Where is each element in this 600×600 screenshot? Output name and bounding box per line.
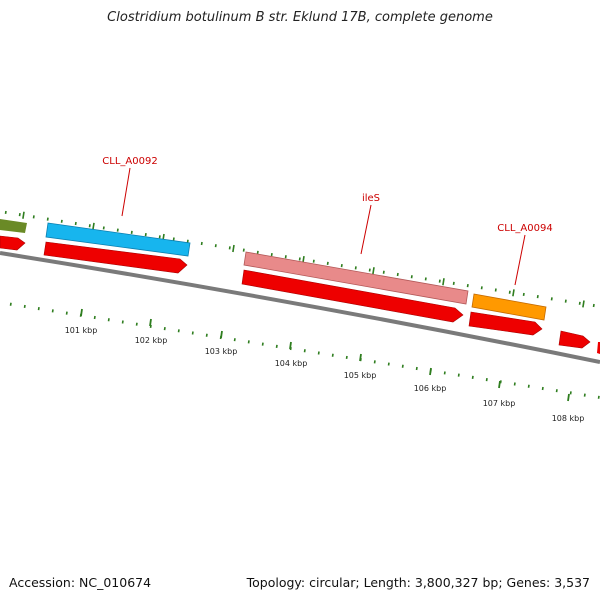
feature-cyan-CLL_A0092[interactable] (45, 222, 191, 257)
gene-red-2[interactable] (43, 241, 188, 274)
gene-label[interactable]: ileS (362, 193, 380, 204)
genome-summary-text: Topology: circular; Length: 3,800,327 bp… (246, 575, 590, 590)
gene-label-ileS-group: ileS (360, 193, 380, 255)
map-title: Clostridium botulinum B str. Eklund 17B,… (107, 10, 493, 25)
ruler-label: 102 kbp (135, 336, 168, 345)
ruler-label: 108 kbp (552, 414, 585, 423)
feature-track (0, 219, 600, 354)
gene-red-5[interactable] (558, 330, 591, 349)
major-tick (232, 244, 235, 253)
major-tick (582, 300, 585, 308)
callout-line (360, 204, 372, 255)
genome-backbone (0, 251, 600, 364)
ruler-major-tick (149, 318, 152, 327)
ruler-major-tick (429, 367, 432, 376)
gene-red-1[interactable] (0, 235, 26, 251)
major-tick (372, 267, 375, 275)
outer-minor-ticks (4, 210, 595, 308)
gene-label[interactable]: CLL_A0092 (102, 156, 157, 167)
accession-text: Accession: NC_010674 (9, 575, 152, 590)
gene-label[interactable]: CLL_A0094 (497, 223, 552, 234)
ruler-major-tick (567, 393, 570, 402)
gene-red-4[interactable] (468, 311, 543, 336)
feature-pink-ileS[interactable] (243, 251, 469, 305)
ruler-label: 101 kbp (65, 326, 98, 335)
ruler-label: 107 kbp (483, 399, 516, 408)
ruler-major-tick (80, 308, 83, 317)
ruler-label: 105 kbp (344, 371, 377, 380)
callout-line (514, 234, 526, 286)
major-tick (512, 289, 515, 297)
ruler-labels: 101 kbp 102 kbp 103 kbp 104 kbp 105 kbp 106 k… (65, 326, 585, 423)
ruler-label: 106 kbp (414, 384, 447, 393)
ruler-major-tick (498, 380, 501, 389)
ruler-major-tick (289, 341, 292, 350)
ruler-label: 103 kbp (205, 347, 238, 356)
gene-red-6[interactable] (597, 342, 600, 354)
ruler-label: 104 kbp (275, 359, 308, 368)
major-tick (22, 211, 25, 219)
ruler-major-tick (220, 330, 223, 339)
major-tick (92, 222, 95, 230)
gene-label-CLL_A0094-group: CLL_A0094 (497, 223, 553, 286)
ruler-major-tick (359, 353, 362, 362)
feature-olive[interactable] (0, 219, 27, 233)
gene-red-3[interactable] (241, 269, 464, 323)
feature-orange-CLL_A0094[interactable] (471, 293, 547, 321)
major-tick (442, 278, 445, 286)
ruler-ticks (9, 302, 600, 402)
gene-label-CLL_A0092-group: CLL_A0092 (102, 156, 158, 217)
callout-line (121, 167, 131, 217)
